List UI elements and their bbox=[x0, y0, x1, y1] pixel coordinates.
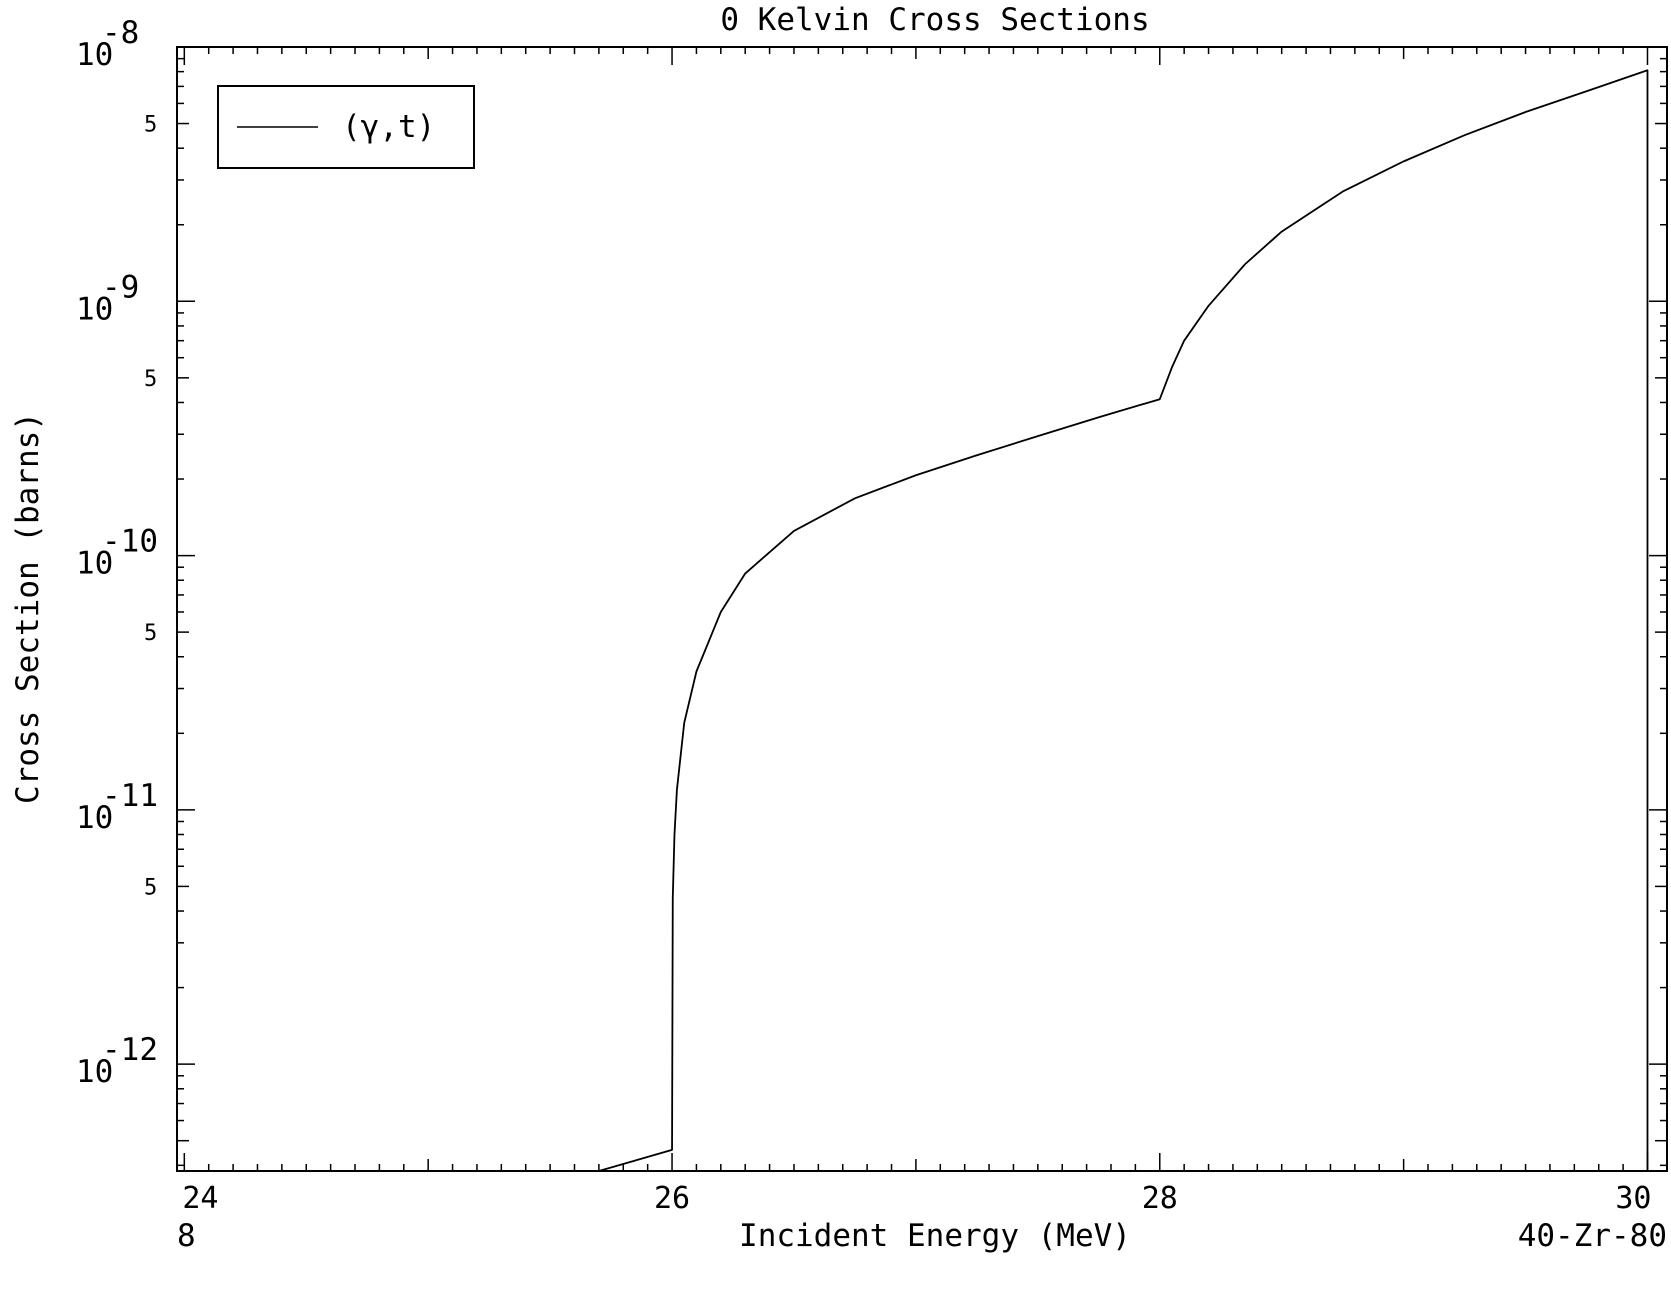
y-tick-label: 10 bbox=[76, 546, 113, 582]
series-group bbox=[598, 69, 1649, 1172]
y-tick-exponent: -11 bbox=[102, 778, 158, 814]
chart-title: 0 Kelvin Cross Sections bbox=[720, 2, 1149, 38]
x-tick-label: 28 bbox=[1142, 1181, 1178, 1216]
y-tick-exponent: -8 bbox=[102, 15, 139, 51]
footer-right: 40-Zr-80 bbox=[1518, 1218, 1667, 1254]
y-five-label: 5 bbox=[144, 113, 157, 138]
x-tick-label: 26 bbox=[654, 1181, 690, 1216]
footer-left: 8 bbox=[177, 1218, 196, 1254]
x-axis-label: Incident Energy (MeV) bbox=[739, 1218, 1131, 1254]
legend-label: (γ,t) bbox=[342, 109, 435, 145]
plot-frame bbox=[176, 46, 1668, 1172]
y-tick-label: 10 bbox=[76, 800, 113, 836]
y-five-label: 5 bbox=[144, 875, 157, 900]
x-axis-ticks: 24 26 28 30 bbox=[182, 1181, 1651, 1216]
x-tick-label: 24 bbox=[182, 1181, 218, 1216]
y-five-label: 5 bbox=[144, 367, 157, 392]
y-tick-exponent: -12 bbox=[102, 1032, 158, 1068]
series-line-0 bbox=[598, 69, 1649, 1172]
y-five-label: 5 bbox=[144, 621, 157, 646]
y-tick-exponent: -9 bbox=[102, 269, 139, 305]
y-tick-label: 10 bbox=[76, 291, 113, 327]
y-tick-label: 10 bbox=[76, 1054, 113, 1090]
y-tick-exponent: -10 bbox=[102, 524, 158, 560]
y-axis-label: Cross Section (barns) bbox=[10, 412, 46, 804]
x-tick-label: 30 bbox=[1615, 1181, 1651, 1216]
y-tick-label: 10 bbox=[76, 37, 113, 73]
legend: (γ,t) bbox=[217, 85, 475, 169]
minor-ticks bbox=[177, 46, 1667, 1171]
